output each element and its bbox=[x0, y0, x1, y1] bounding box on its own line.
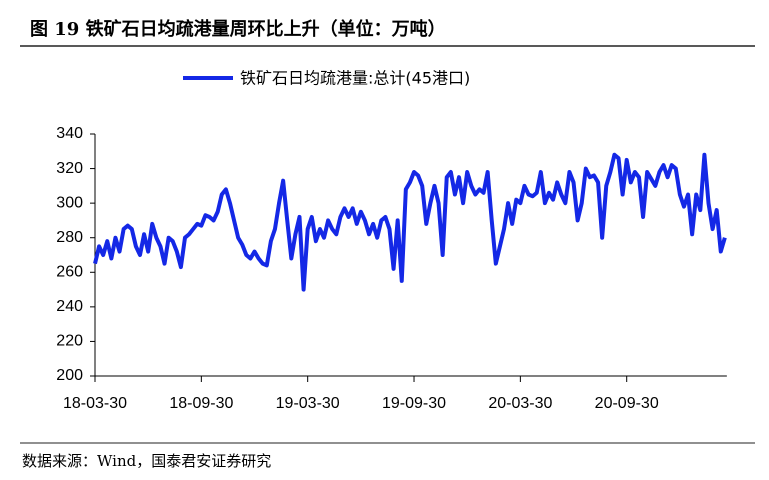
x-tick-label: 19-09-30 bbox=[382, 395, 446, 412]
x-tick-label: 20-09-30 bbox=[595, 395, 659, 412]
x-tick-label: 18-03-30 bbox=[63, 395, 127, 412]
y-tick-label: 220 bbox=[56, 333, 83, 350]
y-tick-label: 300 bbox=[56, 194, 83, 211]
y-tick-label: 340 bbox=[56, 125, 83, 142]
title: 图 19 铁矿石日均疏港量周环比上升（单位：万吨） bbox=[30, 18, 446, 40]
x-tick-label: 20-03-30 bbox=[488, 395, 552, 412]
source: 数据来源：Wind，国泰君安证券研究 bbox=[22, 452, 271, 470]
x-tick-label: 18-09-30 bbox=[169, 395, 233, 412]
x-tick-label: 19-03-30 bbox=[276, 395, 340, 412]
y-tick-label: 320 bbox=[56, 160, 83, 177]
legend-label: 铁矿石日均疏港量:总计(45港口) bbox=[240, 69, 470, 88]
y-tick-label: 280 bbox=[56, 229, 83, 246]
y-tick-label: 260 bbox=[56, 264, 83, 281]
y-tick-label: 200 bbox=[56, 367, 83, 384]
y-tick-label: 240 bbox=[56, 298, 83, 315]
series-line bbox=[93, 152, 727, 292]
